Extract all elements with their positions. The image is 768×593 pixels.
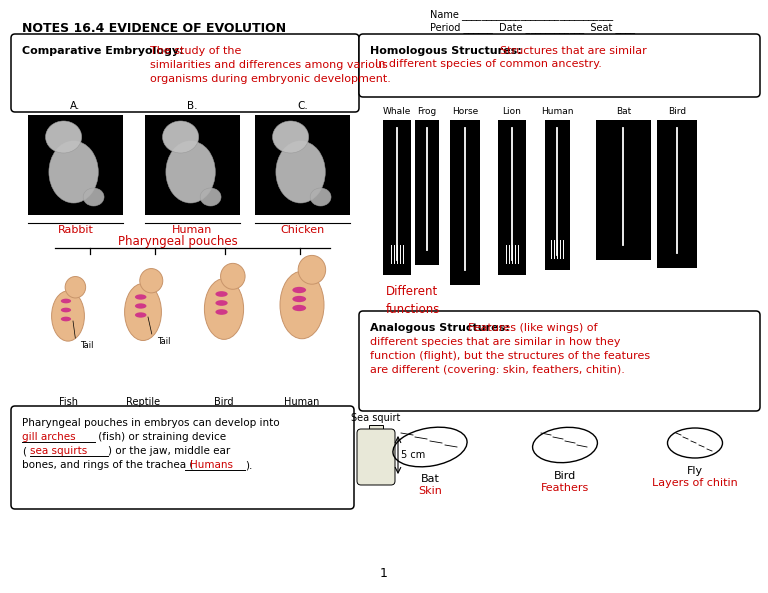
Text: Comparative Embryology:: Comparative Embryology: xyxy=(22,46,184,56)
Text: NOTES 16.4 EVIDENCE OF EVOLUTION: NOTES 16.4 EVIDENCE OF EVOLUTION xyxy=(22,21,286,34)
Ellipse shape xyxy=(273,121,309,153)
Text: Whale: Whale xyxy=(382,107,411,116)
Text: (: ( xyxy=(22,446,26,456)
Text: Pharyngeal pouches in embryos can develop into: Pharyngeal pouches in embryos can develo… xyxy=(22,418,280,428)
Ellipse shape xyxy=(61,308,71,313)
Ellipse shape xyxy=(45,121,81,153)
Text: Period ______  Date ____________  Seat ____: Period ______ Date ____________ Seat ___… xyxy=(430,23,635,33)
Ellipse shape xyxy=(166,141,215,203)
Text: Rabbit: Rabbit xyxy=(58,225,94,235)
Text: Bird: Bird xyxy=(214,397,233,407)
Ellipse shape xyxy=(293,296,306,302)
Text: A.: A. xyxy=(71,101,81,111)
Text: B.: B. xyxy=(187,101,197,111)
Text: 1: 1 xyxy=(380,567,388,580)
Text: Human: Human xyxy=(284,397,319,407)
Ellipse shape xyxy=(135,304,147,309)
Text: (fish) or straining device: (fish) or straining device xyxy=(95,432,226,442)
Ellipse shape xyxy=(310,188,331,206)
Text: Sea squirt: Sea squirt xyxy=(351,413,401,423)
Bar xyxy=(545,120,570,270)
Text: Different
functions: Different functions xyxy=(386,285,440,316)
Text: Bat: Bat xyxy=(616,107,631,116)
Text: Homologous Structures:: Homologous Structures: xyxy=(370,46,521,56)
Ellipse shape xyxy=(216,291,227,297)
Ellipse shape xyxy=(216,300,227,306)
Text: different species that are similar in how they: different species that are similar in ho… xyxy=(370,337,621,347)
Text: Humans: Humans xyxy=(190,460,233,470)
Ellipse shape xyxy=(61,299,71,304)
Text: Name _______________________________: Name _______________________________ xyxy=(430,9,613,20)
Text: Frog: Frog xyxy=(417,107,437,116)
Text: Bird: Bird xyxy=(668,107,686,116)
Ellipse shape xyxy=(135,294,147,299)
Text: Horse: Horse xyxy=(452,107,478,116)
Bar xyxy=(450,120,480,285)
Ellipse shape xyxy=(280,271,324,339)
Bar xyxy=(596,120,651,260)
Text: Reptile: Reptile xyxy=(126,397,160,407)
Text: Chicken: Chicken xyxy=(280,225,325,235)
Text: bones, and rings of the trachea (: bones, and rings of the trachea ( xyxy=(22,460,194,470)
Text: gill arches: gill arches xyxy=(22,432,75,442)
Text: In different species of common ancestry.: In different species of common ancestry. xyxy=(375,59,602,69)
Text: ).: ). xyxy=(245,460,253,470)
FancyBboxPatch shape xyxy=(11,34,359,112)
Text: function (flight), but the structures of the features: function (flight), but the structures of… xyxy=(370,351,650,361)
Ellipse shape xyxy=(293,305,306,311)
Bar xyxy=(145,115,240,215)
Text: Features (like wings) of: Features (like wings) of xyxy=(468,323,598,333)
Text: Skin: Skin xyxy=(418,486,442,496)
Text: Bird: Bird xyxy=(554,471,576,481)
Text: Tail: Tail xyxy=(81,341,94,350)
Text: Bat: Bat xyxy=(421,474,439,484)
Text: Fish: Fish xyxy=(58,397,78,407)
Text: Structures that are similar: Structures that are similar xyxy=(500,46,647,56)
Ellipse shape xyxy=(216,309,227,315)
Ellipse shape xyxy=(200,188,221,206)
Ellipse shape xyxy=(83,188,104,206)
Bar xyxy=(28,115,123,215)
Ellipse shape xyxy=(65,276,85,298)
Ellipse shape xyxy=(298,256,326,284)
Text: Tail: Tail xyxy=(157,337,170,346)
Text: Human: Human xyxy=(172,225,213,235)
Bar xyxy=(369,425,383,435)
Ellipse shape xyxy=(135,313,147,318)
Ellipse shape xyxy=(276,141,326,203)
Text: ) or the jaw, middle ear: ) or the jaw, middle ear xyxy=(108,446,230,456)
Ellipse shape xyxy=(163,121,199,153)
FancyBboxPatch shape xyxy=(359,311,760,411)
Text: Lion: Lion xyxy=(502,107,521,116)
Ellipse shape xyxy=(293,287,306,293)
Text: Feathers: Feathers xyxy=(541,483,589,493)
Ellipse shape xyxy=(204,279,243,339)
Bar xyxy=(255,115,350,215)
Ellipse shape xyxy=(61,317,71,321)
Text: The study of the
similarities and differences among various
organisms during emb: The study of the similarities and differ… xyxy=(150,46,391,84)
Bar xyxy=(383,120,411,275)
Ellipse shape xyxy=(220,263,245,289)
Text: C.: C. xyxy=(297,101,308,111)
Text: Layers of chitin: Layers of chitin xyxy=(652,478,738,488)
Text: sea squirts: sea squirts xyxy=(30,446,88,456)
Ellipse shape xyxy=(124,283,161,340)
Ellipse shape xyxy=(49,141,98,203)
Bar xyxy=(657,120,697,268)
Text: Human: Human xyxy=(541,107,574,116)
Text: Analogous Structures:: Analogous Structures: xyxy=(370,323,510,333)
Bar xyxy=(415,120,439,265)
FancyBboxPatch shape xyxy=(359,34,760,97)
Text: Pharyngeal pouches: Pharyngeal pouches xyxy=(118,235,238,248)
Bar xyxy=(498,120,526,275)
FancyBboxPatch shape xyxy=(11,406,354,509)
Ellipse shape xyxy=(51,291,84,341)
Text: Fly: Fly xyxy=(687,466,703,476)
Text: 5 cm: 5 cm xyxy=(401,450,425,460)
Text: are different (covering: skin, feathers, chitin).: are different (covering: skin, feathers,… xyxy=(370,365,625,375)
Ellipse shape xyxy=(140,269,163,293)
FancyBboxPatch shape xyxy=(357,429,395,485)
